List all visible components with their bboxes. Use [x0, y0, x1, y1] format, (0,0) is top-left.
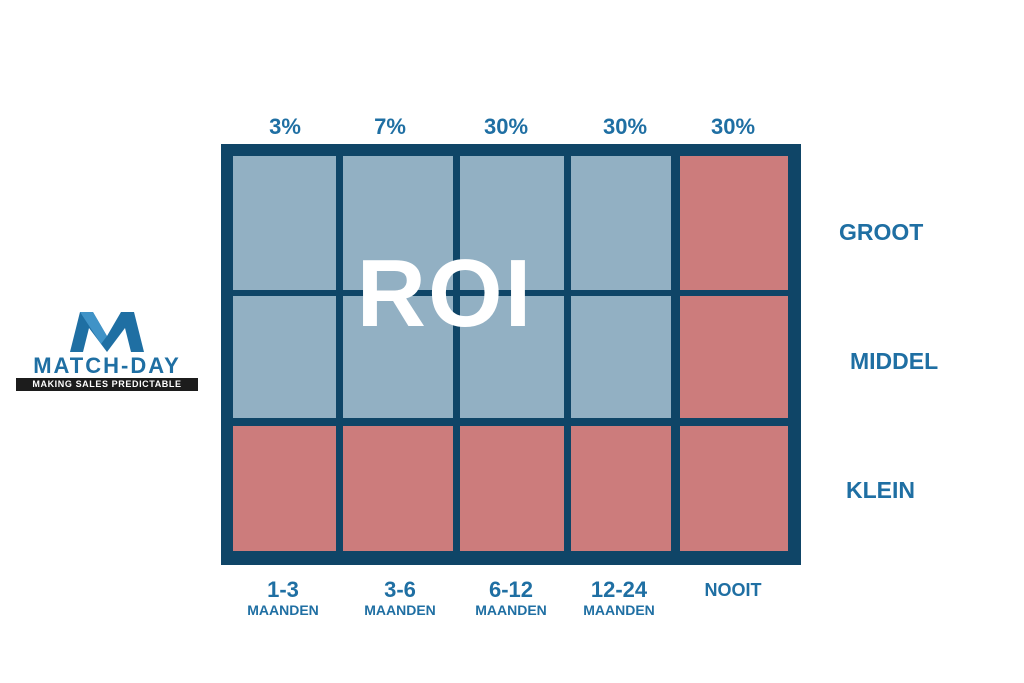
- row-label-groot: GROOT: [839, 219, 924, 245]
- matrix-cell: [233, 426, 336, 551]
- matrix-cell: [343, 296, 453, 418]
- column-label-main: 6-12: [488, 577, 534, 602]
- column-label-5: NOOIT: [678, 578, 788, 602]
- matrix-cell: [233, 156, 336, 290]
- column-label-sub: MAANDEN: [247, 602, 319, 618]
- matrix-cell: [233, 296, 336, 418]
- column-label-main: 1-3: [267, 577, 299, 602]
- matrix-cell: [343, 156, 453, 290]
- column-label-sub: MAANDEN: [583, 602, 655, 618]
- logo-wordmark: MATCH-DAY: [33, 353, 181, 378]
- percentage-col-4: 30%: [602, 114, 648, 139]
- matrix-cell: [343, 426, 453, 551]
- matrix-cell: [680, 426, 788, 551]
- roi-label: ROI: [356, 240, 534, 347]
- percentage-col-2: 7%: [374, 114, 406, 139]
- column-label-main: NOOIT: [704, 580, 762, 600]
- percentage-col-3: 30%: [483, 114, 529, 139]
- column-label-2: 3-6 MAANDEN: [345, 577, 455, 619]
- column-label-4: 12-24 MAANDEN: [564, 577, 674, 619]
- matrix-cell: [680, 296, 788, 418]
- column-label-sub: MAANDEN: [364, 602, 436, 618]
- column-label-main: 3-6: [384, 577, 416, 602]
- matrix-cell: [571, 156, 671, 290]
- m-logo-icon: [70, 312, 144, 352]
- matrix-cell: [571, 296, 671, 418]
- matrix-cell: [460, 296, 564, 418]
- column-label-1: 1-3 MAANDEN: [228, 577, 338, 619]
- match-day-logo: MATCH-DAY MAKING SALES PREDICTABLE: [14, 308, 200, 394]
- column-label-main: 12-24: [590, 577, 648, 602]
- matrix-cell: [680, 156, 788, 290]
- matrix-cell: [460, 426, 564, 551]
- matrix-cell: [571, 426, 671, 551]
- percentage-col-5: 30%: [710, 114, 756, 139]
- percentage-col-1: 3%: [269, 114, 301, 139]
- roi-matrix: [221, 144, 801, 565]
- logo-tagline: MAKING SALES PREDICTABLE: [16, 378, 198, 391]
- matrix-cell: [460, 156, 564, 290]
- row-label-middel: MIDDEL: [850, 348, 939, 374]
- column-label-3: 6-12 MAANDEN: [456, 577, 566, 619]
- row-label-klein: KLEIN: [846, 477, 915, 503]
- column-label-sub: MAANDEN: [475, 602, 547, 618]
